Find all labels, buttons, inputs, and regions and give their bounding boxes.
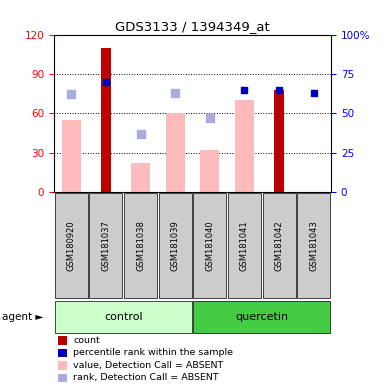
Text: GSM180920: GSM180920 [67,220,76,271]
Bar [235,100,254,192]
Point [137,131,144,137]
Text: percentile rank within the sample: percentile rank within the sample [73,348,233,357]
Text: GSM181038: GSM181038 [136,220,145,271]
Text: quercetin: quercetin [235,312,288,322]
Point [207,115,213,121]
Point [311,90,317,96]
Bar [131,163,150,192]
Point [172,90,178,96]
Text: GSM181039: GSM181039 [171,220,180,271]
Text: agent ►: agent ► [2,312,43,322]
Text: control: control [104,312,142,322]
Bar [200,150,219,192]
Point [276,87,282,93]
Bar [101,48,111,192]
Text: GSM181037: GSM181037 [101,220,110,271]
Point [241,87,248,93]
Text: GSM181043: GSM181043 [309,220,318,271]
Title: GDS3133 / 1394349_at: GDS3133 / 1394349_at [115,20,270,33]
Text: GSM181041: GSM181041 [240,220,249,271]
Text: rank, Detection Call = ABSENT: rank, Detection Call = ABSENT [73,373,219,382]
Text: GSM181042: GSM181042 [275,220,284,271]
Text: GSM181040: GSM181040 [205,220,214,271]
Bar [166,113,185,192]
Bar [274,90,284,192]
Point [68,91,74,98]
Text: value, Detection Call = ABSENT: value, Detection Call = ABSENT [73,361,223,370]
Text: count: count [73,336,100,345]
Point [103,79,109,85]
Bar [62,120,81,192]
